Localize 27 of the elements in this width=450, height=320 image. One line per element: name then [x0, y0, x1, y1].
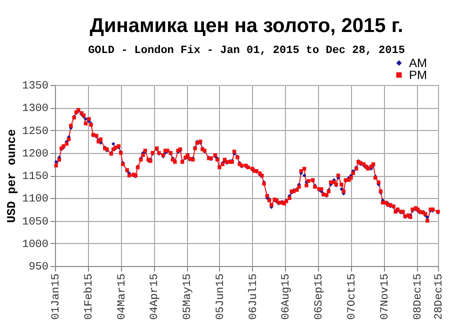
- x-tick-label: 28Dec15: [434, 274, 446, 320]
- x-tick-label: 01Feb15: [83, 274, 96, 320]
- y-tick-label: 1050: [22, 216, 48, 228]
- x-tick-label: 05May15: [182, 274, 194, 320]
- y-axis-title: USD per ounce: [5, 129, 20, 223]
- x-tick-label: 07Oct15: [346, 274, 359, 320]
- y-tick-label: 1250: [22, 126, 48, 138]
- x-tick-label: 08Dec15: [412, 274, 424, 320]
- x-tick-label: 06Sep15: [314, 274, 326, 320]
- chart-subtitle: GOLD - London Fix - Jan 01, 2015 to Dec 28, 2015: [88, 45, 406, 57]
- y-tick-label: 950: [28, 262, 48, 274]
- y-tick-label: 1100: [22, 194, 48, 206]
- x-tick-label: 06Jul15: [248, 274, 260, 320]
- legend-label: PM: [409, 68, 428, 82]
- chart-title: Динамика цен на золото, 2015 г.: [90, 15, 404, 37]
- x-tick-label: 07Nov15: [379, 274, 392, 320]
- x-tick-label: 01Jan15: [50, 274, 62, 320]
- y-tick-label: 1300: [22, 103, 48, 116]
- y-tick-label: 1350: [22, 80, 48, 92]
- y-tick-label: 1000: [22, 238, 48, 251]
- y-tick-label: 1200: [22, 148, 48, 160]
- y-tick-label: 1150: [22, 171, 48, 183]
- x-tick-label: 05Jun15: [214, 274, 227, 320]
- legend-label: AM: [409, 56, 428, 70]
- x-tick-label: 04Mar15: [116, 274, 128, 320]
- x-tick-label: 06Aug15: [280, 274, 293, 320]
- x-tick-label: 04Apr15: [149, 274, 162, 320]
